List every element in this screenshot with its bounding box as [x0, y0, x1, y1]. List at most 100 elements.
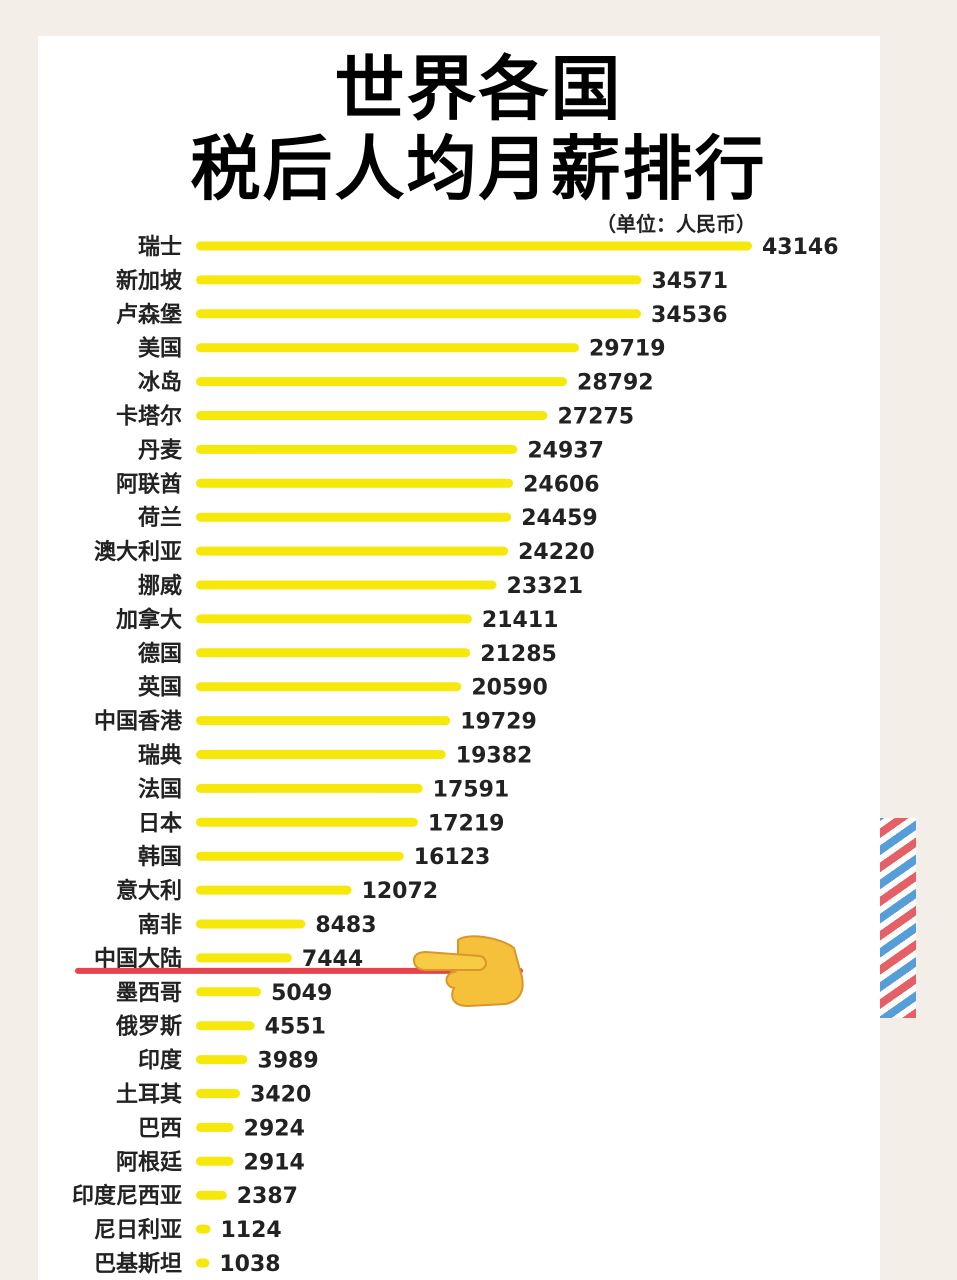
category-label: 瑞士 — [138, 235, 182, 260]
value-label: 3420 — [250, 1083, 311, 1108]
category-label: 挪威 — [138, 573, 182, 599]
value-label: 12072 — [362, 879, 439, 904]
bar — [196, 1224, 211, 1234]
category-label: 法国 — [138, 777, 182, 802]
value-label: 3989 — [257, 1049, 318, 1074]
value-label: 21411 — [482, 608, 559, 633]
category-label: 巴基斯坦 — [94, 1251, 182, 1277]
bar — [196, 241, 752, 251]
category-label: 日本 — [138, 811, 182, 836]
category-label: 卡塔尔 — [116, 404, 182, 430]
bar — [196, 1055, 248, 1065]
hand-finger — [412, 950, 487, 971]
value-label: 19382 — [456, 744, 533, 769]
bar — [196, 682, 462, 692]
category-label: 意大利 — [116, 878, 182, 904]
category-label: 中国香港 — [94, 710, 183, 735]
category-label: 印度尼西亚 — [72, 1183, 182, 1209]
bar — [196, 817, 418, 827]
bar — [196, 987, 262, 997]
value-label: 7444 — [302, 947, 363, 972]
value-label: 34536 — [651, 303, 728, 328]
decorative-stripes — [880, 818, 916, 1018]
bar — [196, 1190, 227, 1200]
category-label: 荷兰 — [138, 505, 182, 531]
bar — [196, 851, 404, 861]
bar — [196, 919, 306, 929]
bar — [196, 580, 497, 590]
category-label: 冰岛 — [138, 370, 182, 396]
value-label: 21285 — [480, 642, 557, 667]
value-label: 28792 — [577, 371, 654, 396]
bar — [196, 614, 472, 624]
value-label: 43146 — [762, 235, 839, 260]
bar — [196, 953, 292, 963]
bar — [196, 512, 512, 522]
category-label: 卢森堡 — [116, 302, 182, 328]
unit-label: （单位：人民币） — [596, 212, 756, 236]
category-label: 加拿大 — [115, 607, 182, 633]
category-label: 巴西 — [138, 1116, 182, 1141]
bar — [196, 377, 568, 387]
bar — [196, 648, 471, 658]
value-label: 27275 — [557, 405, 634, 430]
category-label: 墨西哥 — [116, 981, 182, 1006]
value-label: 1124 — [220, 1218, 281, 1243]
value-label: 29719 — [589, 337, 666, 362]
bar — [196, 478, 514, 488]
bar — [196, 275, 642, 285]
value-label: 24606 — [523, 472, 600, 497]
category-label: 土耳其 — [116, 1083, 182, 1108]
category-label: 中国大陆 — [94, 947, 182, 972]
bar — [196, 546, 509, 556]
bar — [196, 1089, 241, 1098]
bar — [196, 1156, 234, 1166]
bar — [196, 444, 518, 454]
value-label: 24220 — [518, 540, 595, 565]
value-label: 24459 — [521, 506, 598, 531]
value-label: 20590 — [471, 676, 548, 701]
page-title-line1: 世界各国 — [334, 48, 623, 130]
value-label: 2914 — [244, 1150, 305, 1175]
category-label: 瑞典 — [138, 744, 182, 769]
value-label: 2924 — [244, 1116, 305, 1141]
page-title-line2: 税后人均月薪排行 — [190, 128, 767, 210]
bar — [196, 309, 642, 319]
value-label: 17591 — [433, 777, 510, 802]
category-label: 新加坡 — [116, 268, 182, 294]
category-label: 韩国 — [138, 844, 182, 870]
value-label: 5049 — [271, 981, 332, 1006]
bar — [196, 411, 548, 420]
value-label: 24937 — [527, 438, 604, 463]
category-label: 阿根廷 — [116, 1150, 183, 1175]
bar — [196, 885, 352, 895]
value-label: 19729 — [460, 710, 537, 735]
bar — [196, 343, 579, 353]
value-label: 34571 — [651, 269, 728, 294]
category-label: 德国 — [138, 641, 182, 667]
category-label: 南非 — [138, 913, 182, 938]
bar — [196, 1122, 234, 1132]
category-label: 俄罗斯 — [115, 1014, 182, 1040]
category-label: 尼日利亚 — [94, 1218, 182, 1243]
category-label: 阿联酋 — [116, 471, 182, 497]
bar — [196, 750, 446, 759]
bar — [196, 1258, 210, 1268]
pointing-hand-icon — [412, 935, 524, 1008]
value-label: 8483 — [315, 913, 376, 938]
hand-palm — [445, 935, 524, 1008]
category-label: 英国 — [138, 676, 182, 701]
bar — [196, 1021, 255, 1031]
value-label: 4551 — [265, 1015, 326, 1040]
category-label: 丹麦 — [138, 437, 183, 463]
value-label: 17219 — [428, 811, 505, 836]
value-label: 16123 — [414, 845, 491, 870]
category-label: 印度 — [138, 1048, 183, 1074]
value-label: 2387 — [237, 1184, 298, 1209]
bar — [196, 716, 451, 726]
value-label: 23321 — [507, 574, 584, 599]
category-label: 美国 — [138, 336, 182, 362]
category-label: 澳大利亚 — [94, 539, 182, 565]
value-label: 1038 — [219, 1252, 280, 1277]
